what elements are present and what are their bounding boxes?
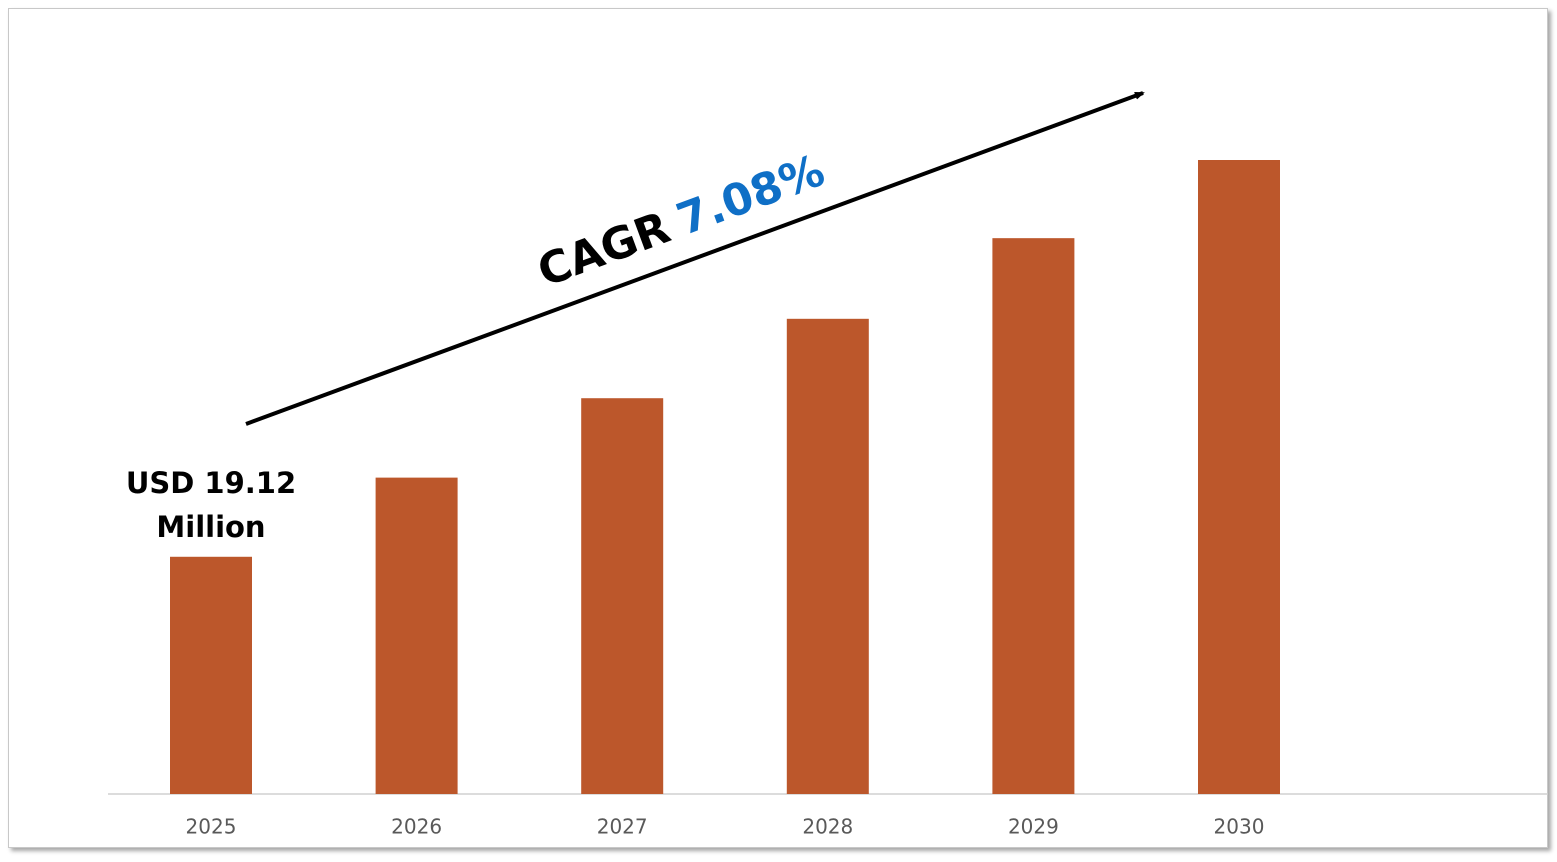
trend-arrow	[245, 91, 1145, 426]
bar	[992, 238, 1075, 795]
bar	[1198, 160, 1280, 794]
cagr-annotation: CAGR7.08%	[531, 145, 831, 297]
bar	[170, 556, 252, 794]
cagr-label: CAGR	[531, 202, 677, 297]
x-tick-label: 2025	[186, 815, 237, 839]
value-label: USD 19.12 Million	[125, 465, 297, 544]
x-tick-label: 2030	[1214, 815, 1265, 839]
x-tick-label: 2026	[391, 815, 442, 839]
chart-frame	[8, 8, 1548, 848]
bar	[375, 477, 458, 794]
bar	[581, 398, 664, 794]
cagr-value: 7.08%	[670, 145, 831, 246]
bar	[786, 318, 869, 794]
x-tick-label: 2027	[597, 815, 648, 839]
x-tick-label: 2029	[1008, 815, 1059, 839]
x-tick-label: 2028	[802, 815, 853, 839]
